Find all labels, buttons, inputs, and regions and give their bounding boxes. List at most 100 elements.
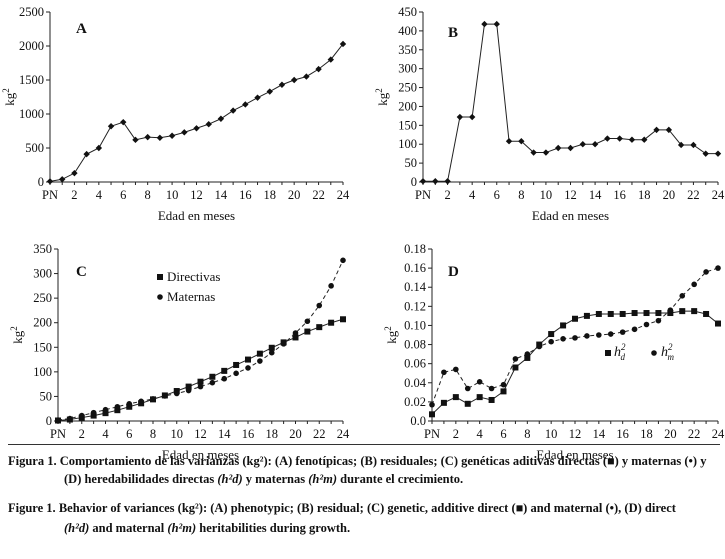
data-point [518, 138, 525, 145]
data-point [278, 81, 286, 88]
y-tick-label: 0.04 [404, 376, 427, 390]
data-point [493, 20, 500, 28]
data-point [268, 344, 275, 351]
y-axis-title-superscript: 2 [383, 326, 393, 331]
data-point [536, 343, 543, 350]
data-point [340, 316, 346, 323]
x-tick-label: 2 [79, 427, 85, 441]
data-point [619, 310, 626, 317]
data-point [643, 321, 650, 328]
data-point [126, 401, 133, 407]
data-point [641, 136, 648, 143]
caption-es-hd: (h²d) [217, 472, 243, 486]
x-tick-label: PN [424, 427, 440, 441]
data-point [567, 144, 574, 152]
panel-label: B [448, 25, 458, 41]
data-point [316, 302, 323, 309]
data-point [616, 135, 623, 142]
x-axis-title: Edad en meses [536, 447, 613, 462]
x-tick-label: 8 [150, 427, 156, 441]
y-axis-title-superscript: 2 [374, 88, 384, 93]
data-point [596, 332, 602, 338]
data-point [46, 178, 54, 185]
data-point [703, 269, 709, 275]
y-tick-label: 350 [398, 43, 417, 57]
y-tick-label: 350 [33, 242, 52, 256]
data-point [631, 326, 638, 333]
x-tick-label: 12 [190, 188, 203, 202]
x-tick-label: 10 [171, 427, 184, 441]
panel-d: 0.0 0.02 0.04 0.06 0.08 0.10 0.12 0.14 0.16 0.18 P… [383, 242, 725, 462]
x-tick-label: 12 [569, 427, 582, 441]
data-point [71, 169, 78, 177]
data-point [714, 150, 722, 157]
data-point [631, 310, 638, 317]
legend-label: h2 d [614, 342, 626, 362]
data-point [655, 317, 662, 324]
data-point [429, 401, 435, 408]
data-point [315, 65, 322, 73]
data-point [185, 383, 192, 390]
x-tick-label: 20 [289, 427, 302, 441]
series-line [57, 260, 344, 421]
data-point [584, 333, 590, 339]
data-point [120, 118, 127, 126]
legend: h2 d h2 m [605, 342, 675, 362]
data-point [628, 136, 636, 143]
data-point [138, 398, 144, 405]
y-tick-label: 150 [33, 340, 52, 354]
y-tick-label: 0.06 [404, 357, 426, 371]
data-point [679, 308, 686, 315]
legend-marker-circle [651, 350, 657, 356]
y-tick-label: 50 [40, 389, 53, 403]
caption-es-text2b: y maternas [245, 472, 306, 486]
data-point [209, 373, 216, 380]
x-tick-label: 20 [664, 427, 677, 441]
y-tick-label: 0.08 [404, 338, 426, 352]
x-tick-label: 14 [589, 188, 602, 202]
data-point [193, 125, 200, 132]
x-tick-label: 6 [126, 427, 132, 441]
data-point [233, 370, 239, 377]
caption-es-text2a: (D) heredabilidades directas [64, 472, 215, 486]
data-point [419, 178, 427, 185]
data-point [67, 415, 73, 422]
x-tick-label: 10 [166, 188, 179, 202]
y-tick-label: 250 [398, 81, 417, 95]
x-tick-label: 14 [215, 188, 228, 202]
data-point [512, 364, 519, 371]
x-tick-label: 24 [712, 427, 725, 441]
data-point [679, 293, 686, 299]
caption-es-hm: (h²m) [308, 472, 338, 486]
data-point [677, 141, 685, 149]
caption-en-line2: (h²d) and maternal (h²m) heritabilities … [64, 521, 350, 536]
data-point [339, 40, 347, 48]
y-tick-label: 300 [33, 267, 52, 281]
y-tick-label: 50 [405, 156, 418, 170]
caption-en-label: Figure 1. [8, 501, 56, 515]
legend-sup: 2 [668, 342, 673, 352]
y-axis-title: kg2 [9, 326, 25, 344]
data-point [500, 381, 507, 388]
data-point [290, 76, 298, 84]
series-line [49, 43, 344, 182]
x-tick-label: 20 [663, 188, 676, 202]
data-point [303, 73, 310, 80]
y-tick-label: 250 [33, 291, 52, 305]
x-tick-label: 22 [312, 188, 325, 202]
data-point [292, 334, 299, 341]
data-point [114, 407, 121, 414]
data-point [481, 20, 488, 28]
caption-en-hm: (h²m) [167, 521, 197, 535]
y-tick-label: 0 [46, 414, 52, 428]
data-point [560, 336, 566, 342]
x-tick-label: 4 [469, 188, 476, 202]
caption-rule [8, 444, 720, 445]
data-point [456, 113, 464, 121]
caption-en-text1: Behavior of variances (kg²): (A) phenoty… [58, 501, 676, 515]
data-point [452, 394, 459, 401]
x-axis-title: Edad en meses [158, 208, 235, 223]
x-tick-label: 22 [688, 427, 701, 441]
